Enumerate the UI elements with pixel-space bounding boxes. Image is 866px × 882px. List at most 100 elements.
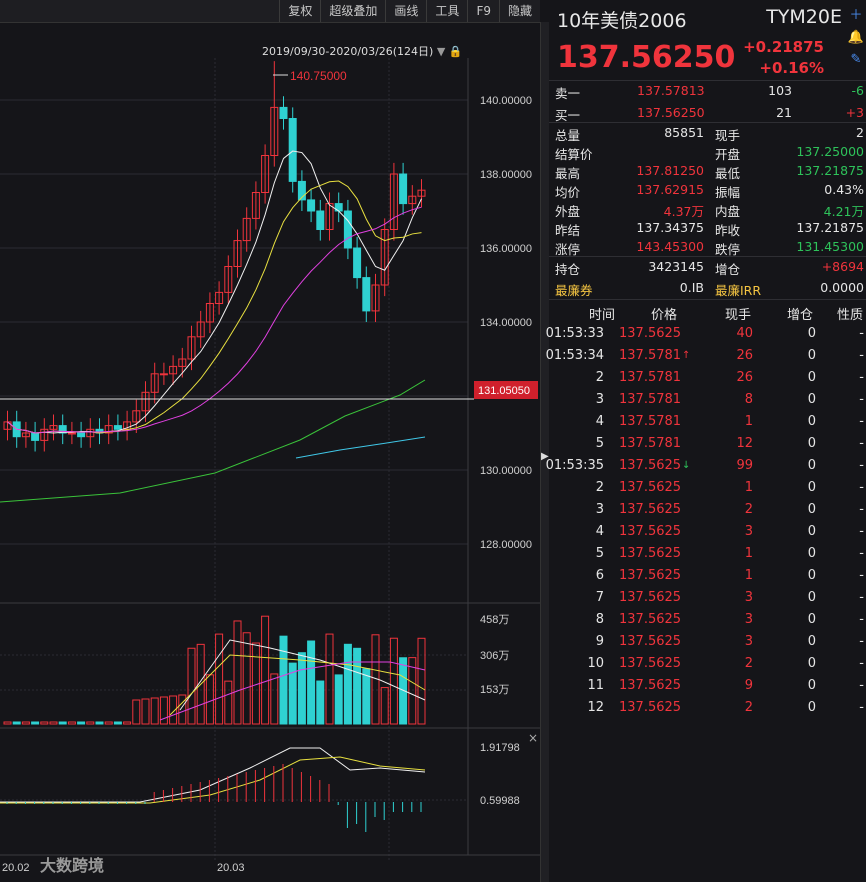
tick-volume: 26 (736, 370, 753, 385)
open-interest-row: 持仓 3423145 增仓 +8694 (549, 256, 866, 278)
volume-bar (141, 698, 150, 725)
tick-oi-change: 0 (807, 392, 816, 407)
stats-row: 总量 85851 现手 2 (549, 122, 866, 144)
stat-label: 涨停 (555, 242, 581, 257)
hide-button[interactable]: 隐藏 (498, 0, 540, 22)
super-overlay-button[interactable]: 超级叠加 (320, 0, 385, 22)
stat-value: 85851 (664, 125, 704, 140)
candlestick-chart[interactable]: 140.75000 140.00000 138.00000 136.00000 … (0, 0, 540, 882)
tick-volume: 3 (744, 590, 753, 605)
date-axis-label: 20.03 (217, 862, 245, 874)
tools-button[interactable]: 工具 (426, 0, 467, 22)
restore-rights-button[interactable]: 复权 (279, 0, 320, 22)
tick-time: 2 (595, 480, 604, 495)
tick-row[interactable]: 6 137.5625 1 0 - (549, 566, 866, 588)
volume-bar (150, 697, 159, 725)
bid-change: +3 (845, 105, 864, 120)
indicator-lines-group (0, 747, 426, 832)
tick-row[interactable]: 01:53:34 137.5781 ↑ 26 0 - (546, 346, 866, 368)
candle (389, 173, 398, 230)
bell-icon[interactable]: 🔔 (847, 30, 865, 45)
tick-row[interactable]: 11 137.5625 9 0 - (549, 676, 866, 698)
ctd-irr-label: 最廉IRR (715, 283, 762, 298)
tick-oi-change: 0 (807, 436, 816, 451)
close-indicator-icon[interactable]: × (528, 731, 538, 745)
volume-bar (279, 635, 288, 725)
tick-oi-change: 0 (807, 370, 816, 385)
tick-volume: 1 (744, 480, 753, 495)
tick-header: 增仓 (787, 308, 814, 323)
moving-average-line (295, 436, 426, 459)
stat-value: 131.45300 (796, 239, 864, 254)
volume-bar (316, 680, 325, 725)
volume-bars-group (3, 615, 426, 725)
tick-row[interactable]: 10 137.5625 2 0 - (549, 654, 866, 676)
tick-row[interactable]: 3 137.5781 8 0 - (549, 390, 866, 412)
tick-oi-change: 0 (807, 502, 816, 517)
tick-row[interactable]: 01:53:33 137.5625 40 0 - (546, 324, 866, 346)
stat-label: 最低 (715, 166, 741, 181)
lock-icon[interactable]: 🔒 (448, 45, 463, 58)
price-change: +0.21875 (743, 38, 824, 56)
tick-nature: - (859, 524, 864, 539)
tick-row[interactable]: 3 137.5625 2 0 - (549, 500, 866, 522)
instrument-code: TYM20E (766, 6, 842, 28)
tick-price: 137.5625 (619, 502, 682, 517)
plus-icon[interactable]: ＋ (849, 8, 863, 23)
tick-row[interactable]: 5 137.5625 1 0 - (549, 544, 866, 566)
tick-row[interactable]: 2 137.5781 26 0 - (549, 368, 866, 390)
expand-arrow-icon[interactable]: ▶ (541, 451, 549, 462)
tick-volume: 26 (736, 348, 753, 363)
candles-group (3, 61, 426, 452)
tick-price: 137.5625 (619, 458, 682, 473)
tick-row[interactable]: 5 137.5781 12 0 - (549, 434, 866, 456)
tick-row[interactable]: 12 137.5625 2 0 - (549, 698, 866, 720)
date-axis-label: 20.02 (2, 862, 30, 874)
tick-row[interactable]: 4 137.5625 3 0 - (549, 522, 866, 544)
price-axis-label: 130.00000 (480, 465, 532, 477)
candle (77, 432, 86, 438)
tick-oi-change: 0 (807, 524, 816, 539)
stat-label: 结算价 (555, 147, 593, 162)
date-range-label: 2019/09/30-2020/03/26(124日) ▼ 🔒 (262, 43, 463, 59)
tick-row[interactable]: 9 137.5625 3 0 - (549, 632, 866, 654)
volume-axis-label: 153万 (480, 684, 509, 696)
ctd-value: 0.IB (679, 280, 704, 295)
stat-value: 137.34375 (636, 220, 704, 235)
ask-label: 卖一 (555, 86, 581, 101)
range-dropdown-icon[interactable]: ▼ (436, 45, 446, 58)
tick-row[interactable]: 2 137.5625 1 0 - (549, 478, 866, 500)
tick-time: 9 (595, 634, 604, 649)
draw-line-button[interactable]: 画线 (385, 0, 426, 22)
stats-row: 外盘 4.37万 内盘 4.21万 (549, 198, 866, 220)
candle (159, 373, 168, 376)
f9-button[interactable]: F9 (467, 0, 499, 22)
tick-price: 137.5625 (619, 612, 682, 627)
volume-bar (86, 721, 95, 725)
stat-label: 内盘 (715, 204, 741, 219)
tick-row[interactable]: 4 137.5781 1 0 - (549, 412, 866, 434)
edit-icon[interactable]: ✎ (850, 52, 862, 67)
tick-row[interactable]: 01:53:35 137.5625 ↓ 99 0 - (546, 456, 866, 478)
indicator-line (0, 747, 426, 803)
candle (40, 428, 49, 441)
tick-nature: - (859, 656, 864, 671)
candle (67, 432, 76, 435)
tick-row[interactable]: 7 137.5625 3 0 - (549, 588, 866, 610)
moving-average-lines (0, 150, 426, 503)
tick-row[interactable]: 8 137.5625 3 0 - (549, 610, 866, 632)
tick-volume: 3 (744, 524, 753, 539)
chart-area[interactable]: 复权 超级叠加 画线 工具 F9 隐藏 2019/09/30-2020/03/2… (0, 0, 540, 882)
stat-label: 昨结 (555, 223, 581, 238)
tick-time: 4 (595, 414, 604, 429)
candle (132, 410, 141, 423)
volume-bar (67, 721, 76, 725)
tick-oi-change: 0 (807, 678, 816, 693)
stat-value: 2 (856, 125, 864, 140)
volume-bar (49, 721, 58, 725)
tick-nature: - (859, 590, 864, 605)
tick-volume: 8 (744, 392, 753, 407)
stat-value: 137.62915 (636, 182, 704, 197)
tick-oi-change: 0 (807, 612, 816, 627)
price-axis-label: 134.00000 (480, 317, 532, 329)
